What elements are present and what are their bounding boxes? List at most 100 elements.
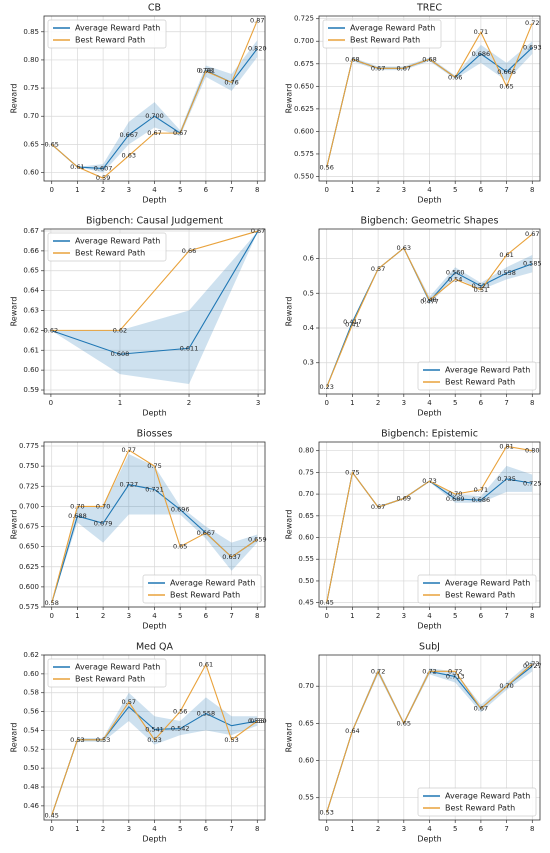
y-tick-label: 0.46 bbox=[23, 802, 39, 810]
x-tick-label: 2 bbox=[101, 612, 105, 620]
value-label: 0.558 bbox=[197, 709, 216, 717]
x-tick-label: 0 bbox=[49, 399, 53, 407]
x-axis-label: Depth bbox=[417, 835, 441, 844]
value-label: 0.53 bbox=[70, 736, 84, 744]
legend-label: Best Reward Path bbox=[75, 36, 145, 45]
value-label: 0.667 bbox=[119, 131, 138, 139]
x-tick-label: 8 bbox=[530, 612, 534, 620]
y-tick-label: 0.675 bbox=[294, 60, 314, 68]
y-tick-label: 0.59 bbox=[23, 386, 39, 394]
x-tick-label: 3 bbox=[127, 612, 131, 620]
value-label: 0.67 bbox=[525, 230, 539, 238]
value-label: 0.58 bbox=[44, 599, 58, 607]
y-tick-label: 0.575 bbox=[294, 150, 314, 158]
x-tick-label: 7 bbox=[229, 612, 233, 620]
value-label: 0.53 bbox=[147, 736, 161, 744]
plot-frame bbox=[43, 441, 266, 608]
legend-box bbox=[417, 574, 537, 604]
y-tick-label: 0.55 bbox=[298, 794, 314, 802]
value-label: 0.55 bbox=[250, 717, 264, 725]
std-band bbox=[50, 230, 259, 385]
y-tick-label: 0.700 bbox=[294, 37, 314, 45]
legend-label: Best Reward Path bbox=[445, 378, 515, 387]
x-tick-label: 7 bbox=[229, 186, 233, 194]
value-label: 0.696 bbox=[171, 506, 190, 514]
y-tick-label: 0.60 bbox=[23, 670, 39, 678]
value-label: 0.70 bbox=[96, 502, 110, 510]
legend-box bbox=[142, 574, 262, 604]
value-label: 0.67 bbox=[147, 129, 161, 137]
value-label: 0.53 bbox=[319, 809, 333, 817]
value-label: 0.820 bbox=[248, 45, 267, 53]
value-label: 0.637 bbox=[222, 553, 241, 561]
x-axis-label: Depth bbox=[417, 196, 441, 205]
chart-title: Med QA bbox=[136, 642, 174, 653]
chart-panel: 0.3 0.4 0.5 0.6 0 1 2 3 4 5 6 7 8 0.23 0.417 0.57 0.63 0.… bbox=[285, 216, 542, 418]
value-label: 0.71 bbox=[474, 28, 488, 36]
plot-frame bbox=[318, 654, 541, 821]
y-tick-label: 0.56 bbox=[23, 708, 39, 716]
chart-title: CB bbox=[148, 3, 161, 14]
x-tick-label: 8 bbox=[255, 825, 259, 833]
value-label: 0.727 bbox=[119, 481, 138, 489]
value-label: 0.62 bbox=[44, 326, 58, 334]
value-label: 0.686 bbox=[472, 50, 491, 58]
value-label: 0.48 bbox=[422, 296, 436, 304]
legend-box bbox=[47, 232, 167, 262]
y-axis-label: Reward bbox=[285, 297, 294, 327]
plot-frame bbox=[43, 654, 266, 821]
y-tick-label: 0.700 bbox=[19, 502, 39, 510]
x-tick-label: 3 bbox=[256, 399, 260, 407]
y-tick-label: 0.62 bbox=[23, 651, 39, 659]
value-label: 0.56 bbox=[319, 163, 333, 171]
legend-label: Average Reward Path bbox=[445, 366, 530, 375]
value-label: 0.693 bbox=[523, 44, 542, 52]
x-tick-label: 7 bbox=[229, 825, 233, 833]
value-label: 0.607 bbox=[94, 165, 113, 173]
y-tick-label: 0.60 bbox=[298, 757, 314, 765]
y-tick-label: 0.65 bbox=[298, 719, 314, 727]
x-tick-label: 0 bbox=[49, 612, 53, 620]
y-tick-label: 0.5 bbox=[303, 289, 314, 297]
y-tick-label: 0.75 bbox=[298, 468, 314, 476]
value-label: 0.585 bbox=[523, 260, 542, 268]
x-tick-label: 2 bbox=[376, 825, 380, 833]
x-tick-label: 1 bbox=[118, 399, 122, 407]
x-tick-label: 0 bbox=[49, 186, 53, 194]
x-tick-label: 5 bbox=[453, 399, 457, 407]
x-tick-label: 6 bbox=[479, 612, 484, 620]
value-label: 0.23 bbox=[319, 383, 333, 391]
std-band bbox=[51, 40, 258, 173]
y-tick-label: 0.70 bbox=[298, 682, 314, 690]
y-tick-label: 0.45 bbox=[298, 599, 314, 607]
x-axis-label: Depth bbox=[417, 622, 441, 631]
y-tick-label: 0.70 bbox=[298, 490, 314, 498]
chart-panel: 0.5500.5750.6000.6250.6500.6750.7000.725… bbox=[285, 3, 542, 205]
y-tick-label: 0.575 bbox=[19, 603, 39, 611]
value-label: 0.71 bbox=[474, 486, 488, 494]
value-label: 0.51 bbox=[474, 286, 488, 294]
value-label: 0.688 bbox=[68, 512, 87, 520]
chart-panel: 0.60 0.65 0.70 0.75 0.80 0.85 0 1 2 3 4 5 6 7 8 0.65 0.6… bbox=[10, 3, 267, 205]
y-tick-label: 0.64 bbox=[23, 287, 39, 295]
value-label: 0.56 bbox=[173, 708, 187, 716]
x-tick-label: 3 bbox=[127, 186, 131, 194]
legend-label: Best Reward Path bbox=[350, 36, 420, 45]
x-tick-label: 2 bbox=[376, 612, 380, 620]
x-axis-label: Depth bbox=[417, 409, 441, 418]
value-label: 0.68 bbox=[422, 55, 436, 63]
value-label: 0.72 bbox=[525, 19, 539, 27]
x-tick-label: 2 bbox=[101, 186, 105, 194]
y-tick-label: 0.750 bbox=[19, 462, 39, 470]
legend-label: Average Reward Path bbox=[445, 792, 530, 801]
y-axis-label: Reward bbox=[10, 723, 19, 753]
y-tick-label: 0.80 bbox=[23, 56, 39, 64]
value-label: 0.73 bbox=[525, 660, 539, 668]
y-tick-label: 0.650 bbox=[294, 82, 314, 90]
value-label: 0.666 bbox=[497, 68, 516, 76]
x-tick-label: 1 bbox=[75, 612, 79, 620]
x-tick-label: 3 bbox=[127, 825, 131, 833]
plot-frame bbox=[43, 228, 266, 395]
x-tick-label: 1 bbox=[75, 186, 79, 194]
